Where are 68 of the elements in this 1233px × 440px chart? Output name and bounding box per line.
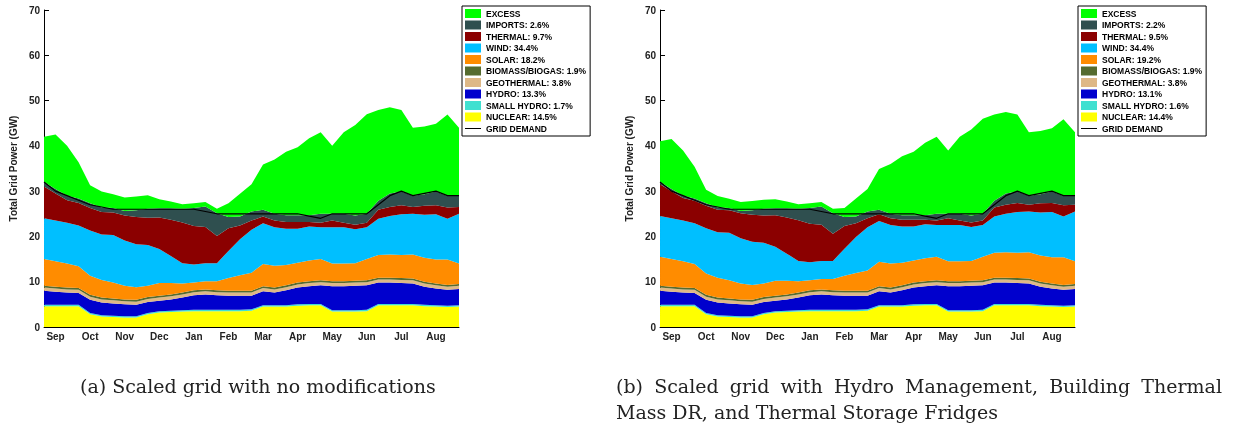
y-axis-title: Total Grid Power (GW) <box>623 115 635 222</box>
x-tick-label: Sep <box>46 330 65 342</box>
legend-label: NUCLEAR: 14.5% <box>486 112 558 122</box>
legend-label: SOLAR: 18.2% <box>486 54 546 65</box>
y-tick-label: 10 <box>644 276 657 288</box>
x-tick-label: May <box>322 330 343 342</box>
legend-label: SMALL HYDRO: 1.7% <box>486 100 574 111</box>
x-tick-label: Aug <box>1042 330 1062 342</box>
x-tick-label: Dec <box>150 330 169 342</box>
x-tick-label: Nov <box>731 330 751 342</box>
text: (b) Scaled grid with Hydro Management, Building Thermal Mass DR, and Thermal Storage Fridges <box>616 374 1223 425</box>
x-tick-label: Jun <box>357 330 376 342</box>
x-tick-label: May <box>938 330 959 342</box>
y-tick-label: 50 <box>644 95 657 107</box>
y-tick-label: 40 <box>644 140 657 152</box>
x-tick-label: Mar <box>254 330 273 342</box>
x-tick-label: Oct <box>81 330 100 342</box>
y-tick-label: 20 <box>644 230 657 242</box>
x-tick-label: Feb <box>835 330 854 342</box>
y-axis-title: Total Grid Power (GW) <box>7 115 19 222</box>
legend-label: GRID DEMAND <box>486 123 547 134</box>
legend-label: IMPORTS: 2.6% <box>486 20 550 30</box>
line-series <box>43 181 460 219</box>
y-tick-label: 0 <box>650 321 657 333</box>
x-tick-label: Oct <box>697 330 716 342</box>
legend-label: EXCESS <box>1102 8 1137 19</box>
legend-label: IMPORTS: 2.2% <box>1102 20 1166 30</box>
legend-label: GEOTHERMAL: 3.8% <box>486 77 572 88</box>
legend-label: SOLAR: 19.2% <box>1102 54 1162 65</box>
y-tick-label: 40 <box>28 140 41 152</box>
x-tick-label: Apr <box>905 330 923 342</box>
legend-label: HYDRO: 13.1% <box>1102 89 1163 99</box>
x-tick-label: Jul <box>394 330 409 342</box>
legend-label: GRID DEMAND <box>1102 123 1163 134</box>
legend-label: WIND: 34.4% <box>486 43 539 53</box>
legend-label: THERMAL: 9.5% <box>1102 31 1169 42</box>
y-tick-label: 60 <box>28 49 41 61</box>
legend-label: GEOTHERMAL: 3.8% <box>1102 77 1188 88</box>
x-tick-label: Jan <box>185 330 203 342</box>
legend-label: SMALL HYDRO: 1.6% <box>1102 100 1190 111</box>
legend-label: EXCESS <box>486 8 521 19</box>
legend-label: WIND: 34.4% <box>1102 43 1155 53</box>
x-tick-label: Jun <box>973 330 992 342</box>
y-tick-label: 70 <box>644 4 657 16</box>
x-tick-label: Mar <box>870 330 889 342</box>
x-tick-label: Aug <box>426 330 446 342</box>
x-tick-label: Sep <box>662 330 681 342</box>
legend-label: THERMAL: 9.7% <box>486 31 553 42</box>
y-tick-label: 30 <box>644 185 657 197</box>
x-tick-label: Dec <box>766 330 785 342</box>
legend-label: NUCLEAR: 14.4% <box>1102 112 1174 122</box>
legend-label: BIOMASS/BIOGAS: 1.9% <box>486 66 587 76</box>
text: (a) Scaled grid with no modifications <box>79 374 437 399</box>
legend-label: BIOMASS/BIOGAS: 1.9% <box>1102 66 1203 76</box>
y-tick-label: 30 <box>28 185 41 197</box>
x-tick-label: Apr <box>289 330 307 342</box>
y-tick-label: 50 <box>28 95 41 107</box>
y-tick-label: 70 <box>28 4 41 16</box>
x-tick-label: Feb <box>219 330 238 342</box>
x-tick-label: Jan <box>801 330 819 342</box>
y-tick-label: 60 <box>644 49 657 61</box>
x-tick-label: Nov <box>115 330 135 342</box>
line-series <box>659 181 1076 219</box>
y-tick-label: 20 <box>28 230 41 242</box>
y-tick-label: 0 <box>34 321 41 333</box>
legend-label: HYDRO: 13.3% <box>486 89 547 99</box>
y-tick-label: 10 <box>28 276 41 288</box>
x-tick-label: Jul <box>1010 330 1025 342</box>
